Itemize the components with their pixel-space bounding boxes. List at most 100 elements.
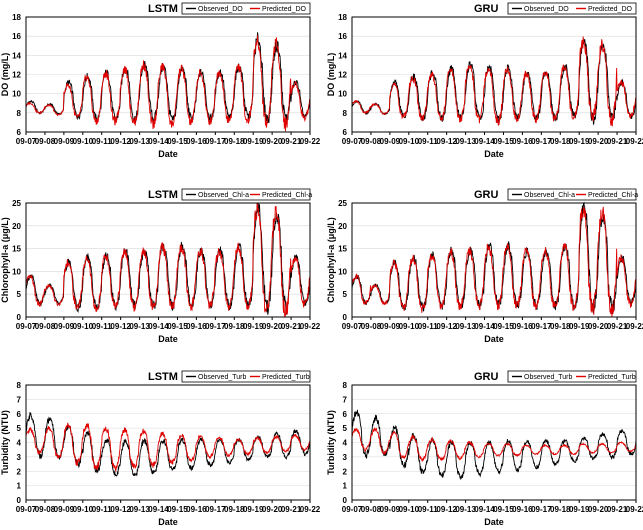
plot-area-frame [25,202,311,318]
x-tick-label: 09-08 [35,137,56,146]
legend-label-predicted: Predicted_DO [588,6,633,13]
x-tick-label: 09-15 [493,137,514,146]
y-tick-label: 0 [343,496,348,505]
x-axis-label: Date [158,334,178,344]
x-tick-label: 09-17 [531,137,552,146]
chart-panel-1: 68101214161809-0709-0809-0909-1009-1109-… [0,2,321,159]
x-tick-label: 09-21 [281,137,302,146]
y-tick-label: 1 [17,482,22,491]
x-tick-label: 09-16 [512,505,533,514]
series-observed-line [25,202,311,316]
chart-title: GRU [474,3,499,15]
y-tick-label: 2 [343,467,348,476]
x-tick-label: 09-16 [512,322,533,331]
y-tick-label: 5 [17,424,22,433]
x-tick-label: 09-21 [607,505,628,514]
x-tick-label: 09-09 [54,137,75,146]
series-predicted-line [25,35,311,132]
y-tick-label: 12 [12,71,21,80]
series-observed-line [351,38,637,125]
x-tick-label: 09-10 [399,137,420,146]
series-observed-line [351,409,637,481]
x-tick-label: 09-20 [262,505,283,514]
y-tick-label: 6 [343,128,348,137]
y-tick-label: 5 [343,424,348,433]
series-predicted-line [351,206,637,318]
x-tick-label: 09-15 [167,505,188,514]
x-tick-label: 09-11 [92,137,113,146]
x-tick-label: 09-07 [342,505,363,514]
x-tick-label: 09-15 [493,322,514,331]
x-tick-label: 09-10 [73,322,94,331]
y-tick-label: 6 [17,410,22,419]
y-tick-label: 6 [343,410,348,419]
y-tick-label: 8 [343,109,348,118]
x-tick-label: 09-09 [54,322,75,331]
y-tick-label: 3 [17,453,22,462]
series-observed-line [25,32,311,124]
x-tick-label: 09-18 [224,137,245,146]
y-axis-label: Turbidity (NTU) [0,410,10,475]
series-predicted-line [25,422,311,473]
series-observed-line [351,201,637,315]
y-tick-label: 20 [338,222,347,231]
x-tick-label: 09-12 [436,322,457,331]
chart-title: LSTM [148,189,178,201]
y-tick-label: 18 [12,13,21,22]
y-tick-label: 10 [338,90,347,99]
x-tick-label: 09-16 [186,322,207,331]
x-tick-label: 09-09 [380,505,401,514]
x-tick-label: 09-20 [588,137,609,146]
chart-title: GRU [474,189,499,201]
x-tick-label: 09-08 [361,505,382,514]
y-tick-label: 2 [17,467,22,476]
x-tick-label: 09-19 [569,137,590,146]
x-tick-label: 09-09 [380,322,401,331]
y-tick-label: 25 [12,199,21,208]
x-tick-label: 09-16 [186,137,207,146]
x-axis-label: Date [158,517,178,527]
x-tick-label: 09-10 [73,505,94,514]
chart-panel-3: 0 5 10 15 20 25 09-0709-0809-0909-1009-1109-12… [0,188,321,344]
x-tick-label: 09-17 [205,505,226,514]
legend-label-observed: Observed_DO [198,6,243,13]
y-tick-label: 14 [338,51,347,60]
y-tick-label: 10 [12,90,21,99]
y-tick-label: 7 [343,395,348,404]
legend-label-observed: Observed_DO [524,6,569,13]
x-tick-label: 09-15 [167,137,188,146]
legend-box [507,188,637,201]
x-tick-label: 09-18 [224,322,245,331]
x-axis-label: Date [484,149,504,159]
y-axis-label: DO (mg/L) [0,53,10,97]
series-predicted-line [351,36,637,127]
chart-title: GRU [474,371,499,383]
plot-area-frame [25,384,311,501]
y-tick-label: 8 [343,381,348,390]
x-tick-label: 09-07 [16,137,37,146]
x-tick-label: 09-21 [607,137,628,146]
legend-box [507,370,637,383]
x-tick-label: 09-13 [455,322,476,331]
x-tick-label: 09-13 [455,137,476,146]
x-tick-label: 09-21 [281,322,302,331]
chart-panel-4: 0 5 10 15 20 25 09-0709-0809-0909-1009-1109-12… [326,188,643,344]
x-tick-label: 09-14 [148,137,169,146]
x-tick-label: 09-11 [92,505,113,514]
legend-label-predicted: Predicted_Chl-a [262,192,312,199]
x-tick-label: 09-12 [436,137,457,146]
y-tick-label: 8 [17,381,22,390]
x-tick-label: 09-20 [588,505,609,514]
legend-box [181,370,311,383]
legend-label-observed: Observed_Chl-a [524,192,575,199]
chart-title: LSTM [148,3,178,15]
x-tick-label: 09-14 [474,322,495,331]
legend-box [181,2,311,15]
x-tick-label: 09-16 [512,137,533,146]
x-tick-label: 09-12 [110,505,131,514]
x-tick-label: 09-07 [342,322,363,331]
x-tick-label: 09-21 [607,322,628,331]
y-tick-label: 16 [12,32,21,41]
x-tick-label: 09-07 [16,505,37,514]
